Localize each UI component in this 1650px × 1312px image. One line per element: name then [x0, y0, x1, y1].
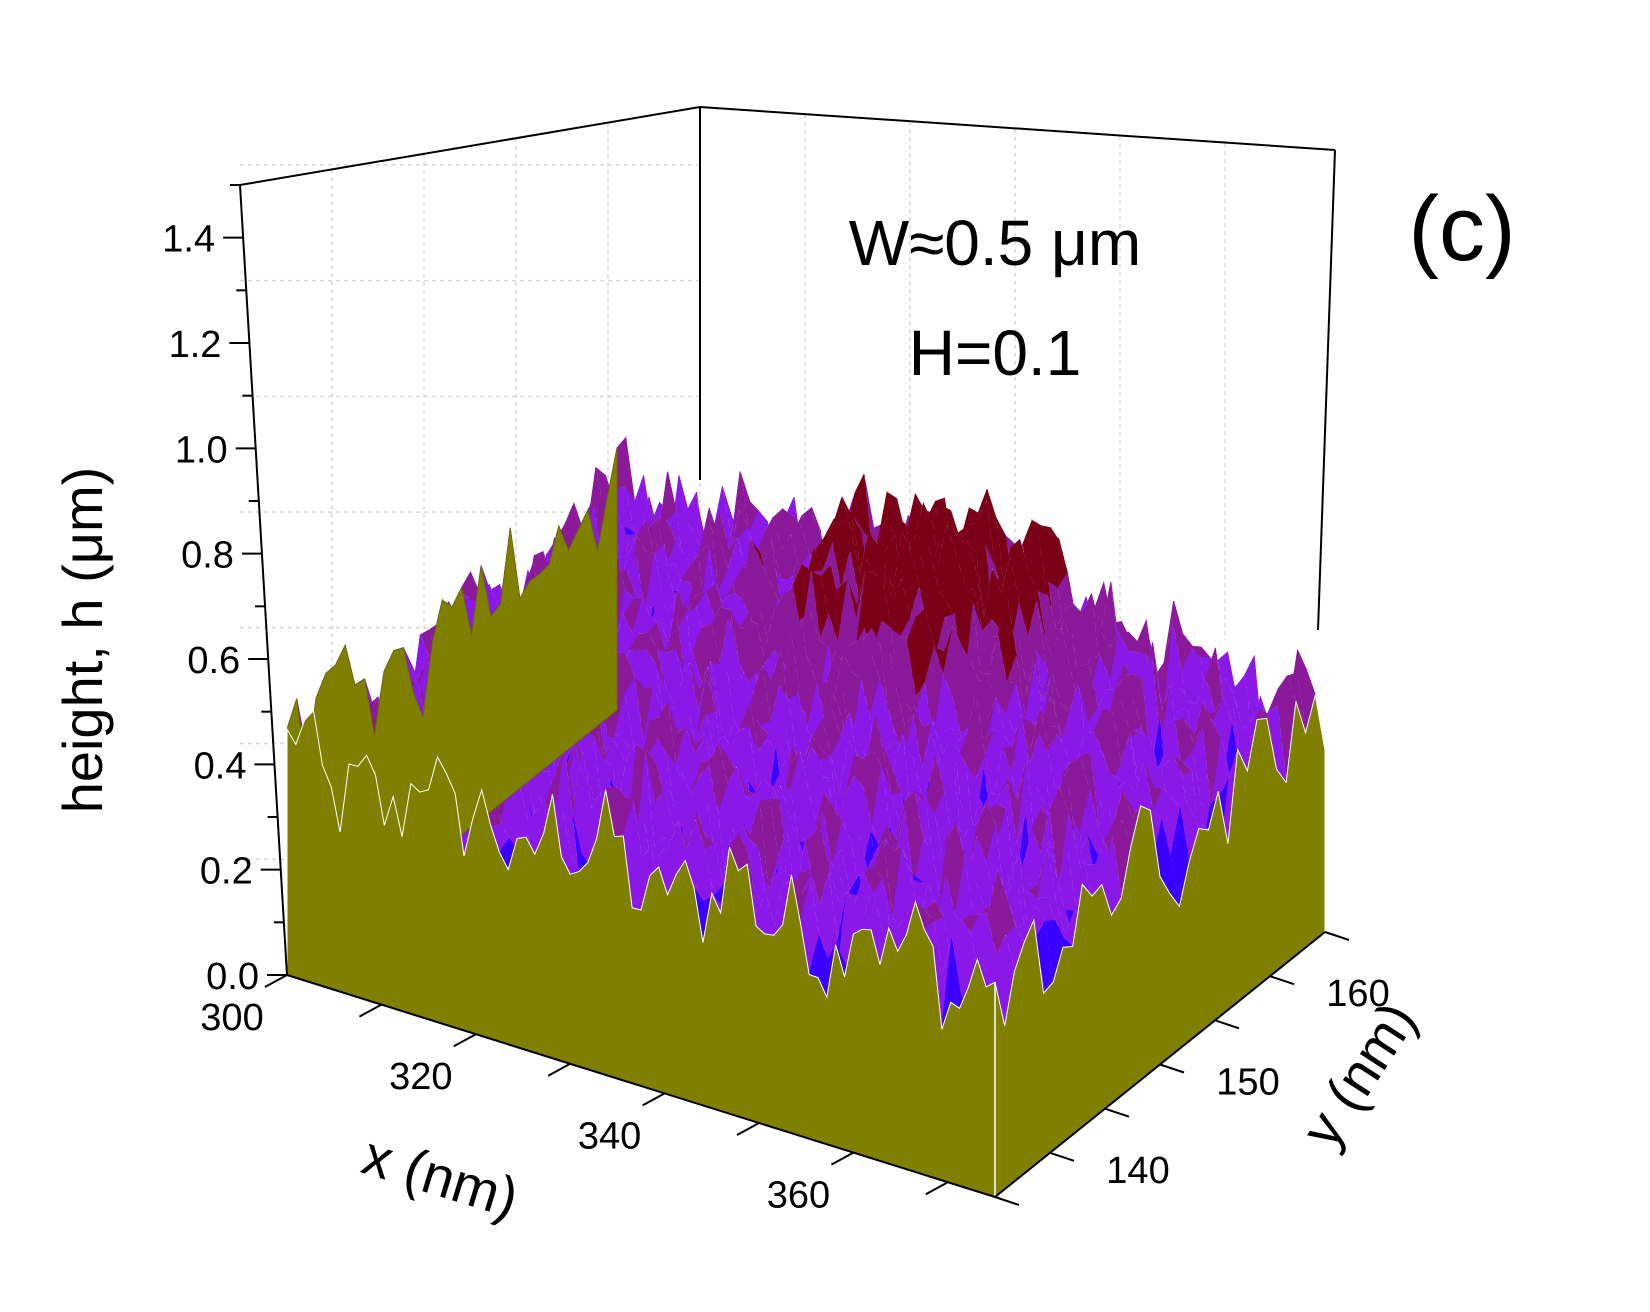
y-axis-title: y (nm)	[1289, 991, 1428, 1158]
z-tick-label: 0.6	[187, 640, 240, 682]
x-tick-label: 340	[578, 1115, 641, 1157]
y-tick	[1269, 975, 1295, 986]
y-minor-tick	[1214, 1019, 1240, 1030]
z-tick-label: 0.2	[200, 851, 253, 893]
z-tick-label: 0.4	[194, 745, 247, 787]
x-tick-label: 360	[767, 1175, 830, 1217]
z-tick-label: 1.4	[162, 219, 215, 261]
right-wall-side-edge	[1317, 149, 1336, 631]
left-wall-top-edge	[239, 106, 701, 186]
x-tick	[642, 1092, 666, 1107]
y-tick	[1049, 1151, 1075, 1162]
z-tick-label: 0.0	[206, 956, 259, 998]
x-minor-tick	[547, 1062, 571, 1077]
x-minor-tick	[736, 1122, 760, 1136]
x-tick-label: 320	[389, 1056, 452, 1098]
y-tick-label: 140	[1106, 1150, 1169, 1192]
y-minor-tick	[994, 1196, 1020, 1206]
x-tick	[453, 1033, 477, 1048]
y-tick	[1159, 1063, 1185, 1074]
z-axis-title: height, h (μm)	[51, 467, 114, 814]
panel-label: (c)	[1408, 178, 1515, 280]
right-wall-top-edge	[699, 106, 1336, 151]
y-minor-tick	[1104, 1107, 1130, 1118]
z-tick-label: 0.8	[181, 535, 234, 577]
x-axis-title: x (nm)	[356, 1123, 526, 1230]
x-minor-tick	[358, 1003, 382, 1018]
x-tick	[830, 1151, 854, 1166]
x-minor-tick	[925, 1181, 949, 1196]
z-tick-label: 1.2	[169, 324, 222, 366]
x-tick-label: 300	[200, 997, 263, 1039]
annotation-hurst: H=0.1	[909, 317, 1082, 389]
y-tick-label: 150	[1216, 1062, 1279, 1104]
z-tick-label: 1.0	[175, 429, 228, 471]
x-tick	[264, 974, 288, 988]
annotation-width: W≈0.5 μm	[849, 207, 1141, 279]
